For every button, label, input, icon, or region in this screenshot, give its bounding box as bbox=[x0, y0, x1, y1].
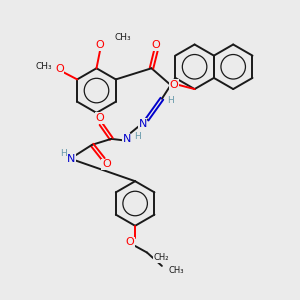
Text: H: H bbox=[134, 132, 141, 141]
Text: N: N bbox=[123, 134, 131, 144]
Text: CH₃: CH₃ bbox=[168, 266, 184, 275]
Text: O: O bbox=[96, 40, 104, 50]
Text: H: H bbox=[167, 96, 174, 105]
Text: O: O bbox=[55, 64, 64, 74]
Text: H: H bbox=[60, 149, 67, 158]
Text: CH₃: CH₃ bbox=[115, 33, 132, 42]
Text: O: O bbox=[125, 237, 134, 247]
Text: N: N bbox=[67, 154, 75, 164]
Text: O: O bbox=[152, 40, 160, 50]
Text: O: O bbox=[102, 159, 111, 170]
Text: CH₃: CH₃ bbox=[36, 61, 52, 70]
Text: O: O bbox=[95, 113, 104, 123]
Text: N: N bbox=[138, 119, 147, 129]
Text: CH₂: CH₂ bbox=[154, 254, 169, 262]
Text: O: O bbox=[169, 80, 178, 90]
